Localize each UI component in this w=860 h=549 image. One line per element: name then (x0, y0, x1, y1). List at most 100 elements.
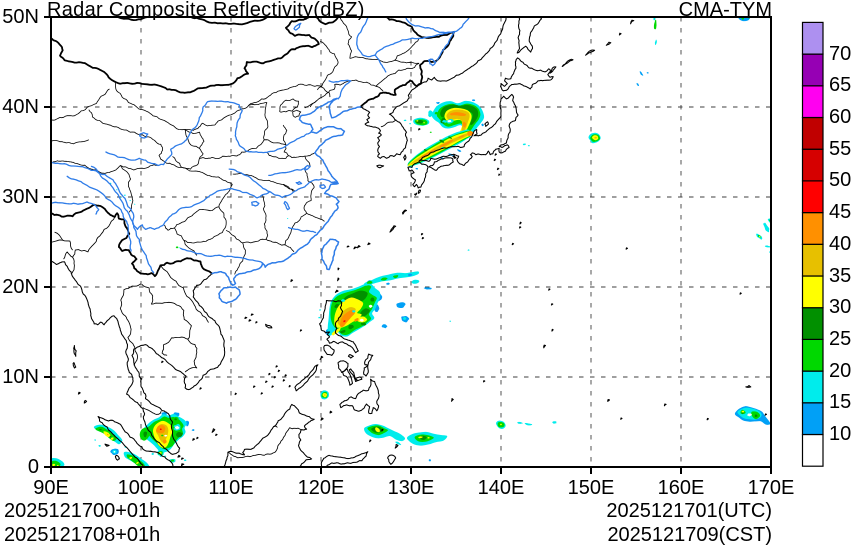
coastline (192, 438, 196, 441)
colorbar-segment (801, 212, 824, 245)
echo-cell (366, 280, 373, 284)
china-border (314, 17, 339, 26)
colorbar-label-35: 35 (829, 264, 852, 287)
country-border (163, 335, 191, 346)
river (51, 161, 339, 231)
lake (283, 200, 291, 211)
echo-cell (175, 246, 179, 249)
coastline (407, 161, 429, 189)
echo-cell (52, 463, 56, 467)
coastline (77, 391, 81, 395)
colorbar-segment (801, 53, 824, 87)
echo-cell (423, 287, 432, 290)
coastline (248, 319, 252, 322)
province-border (263, 102, 269, 140)
echo-sumatra-nw (93, 424, 127, 455)
river (90, 165, 155, 274)
echo-cell (738, 17, 750, 22)
coastline (381, 428, 384, 432)
province-border (394, 38, 420, 61)
graticule (51, 17, 771, 467)
echo-cell (94, 439, 96, 441)
model-name: CMA-TYM (678, 0, 772, 21)
echo-cell (159, 428, 162, 431)
coastline (234, 392, 237, 396)
coastline (73, 344, 77, 357)
colorbar-label-15: 15 (829, 391, 852, 414)
coastline (260, 392, 264, 395)
echo-cell (106, 432, 109, 434)
x-tick-label-140e: 140E (477, 477, 525, 499)
echo-cell (319, 309, 322, 311)
echo-luzon-main (318, 280, 410, 337)
echo-band (364, 271, 420, 286)
echo-cell (522, 143, 527, 146)
echo-contour (462, 121, 467, 128)
coastline (223, 403, 315, 467)
echo-cell (143, 431, 148, 438)
echo-cell (99, 428, 102, 431)
lake (303, 164, 311, 171)
lake (427, 58, 437, 67)
echo-cell (386, 282, 390, 285)
china-coast (320, 238, 340, 271)
china-border (189, 17, 270, 26)
coastline (342, 368, 354, 386)
echo-tropics-specks (449, 249, 557, 426)
echo-cell (348, 324, 354, 330)
x-tick-label-170e: 170E (747, 477, 795, 499)
country-border (63, 251, 73, 260)
coastline (320, 451, 369, 467)
echo-hole (747, 413, 752, 417)
echo-cell (184, 459, 187, 462)
echo-band (420, 149, 436, 158)
coastline (140, 377, 143, 381)
echo-cell (758, 235, 761, 238)
echo-equator-131e (406, 431, 448, 462)
coastline (323, 344, 335, 356)
echo-cell (429, 131, 432, 133)
lake (251, 200, 260, 207)
coastline (620, 417, 623, 420)
echo-cell (174, 418, 177, 421)
coastline (339, 378, 380, 415)
province-border (181, 148, 204, 170)
echo-contour (162, 439, 167, 444)
china-coast (218, 286, 241, 304)
axis-ticks (44, 16, 772, 474)
colorbar-segment (801, 433, 824, 467)
coastline (161, 360, 164, 364)
colorbar-segment (801, 307, 824, 341)
x-tick-label-110e: 110E (208, 477, 254, 499)
province-border (218, 184, 233, 221)
echo-cell (457, 149, 462, 152)
coastline (211, 428, 216, 433)
echo-luzon-tail (364, 271, 432, 290)
echo-cell (636, 83, 639, 87)
echo-cell (287, 218, 289, 220)
coastline (585, 49, 596, 56)
coastline (706, 417, 710, 421)
echo-cell (171, 426, 175, 429)
river (374, 31, 455, 73)
echo-cell (418, 436, 423, 439)
province-borders (51, 17, 420, 275)
coastline (355, 376, 363, 382)
province-border (349, 56, 420, 64)
echo-contour (375, 427, 380, 433)
province-border (264, 139, 305, 158)
lake (319, 184, 327, 190)
river (105, 100, 313, 167)
echo-cell (340, 329, 346, 334)
colorbar-segment (801, 180, 824, 214)
coastline (337, 277, 340, 282)
colorbar-label-45: 45 (829, 201, 852, 224)
echo-cell (109, 435, 112, 438)
province-border (334, 79, 384, 92)
coastline (549, 66, 557, 74)
province-border (339, 17, 352, 59)
coastline (294, 364, 319, 392)
echo-japan-west (413, 117, 432, 133)
colorbar (801, 21, 824, 467)
